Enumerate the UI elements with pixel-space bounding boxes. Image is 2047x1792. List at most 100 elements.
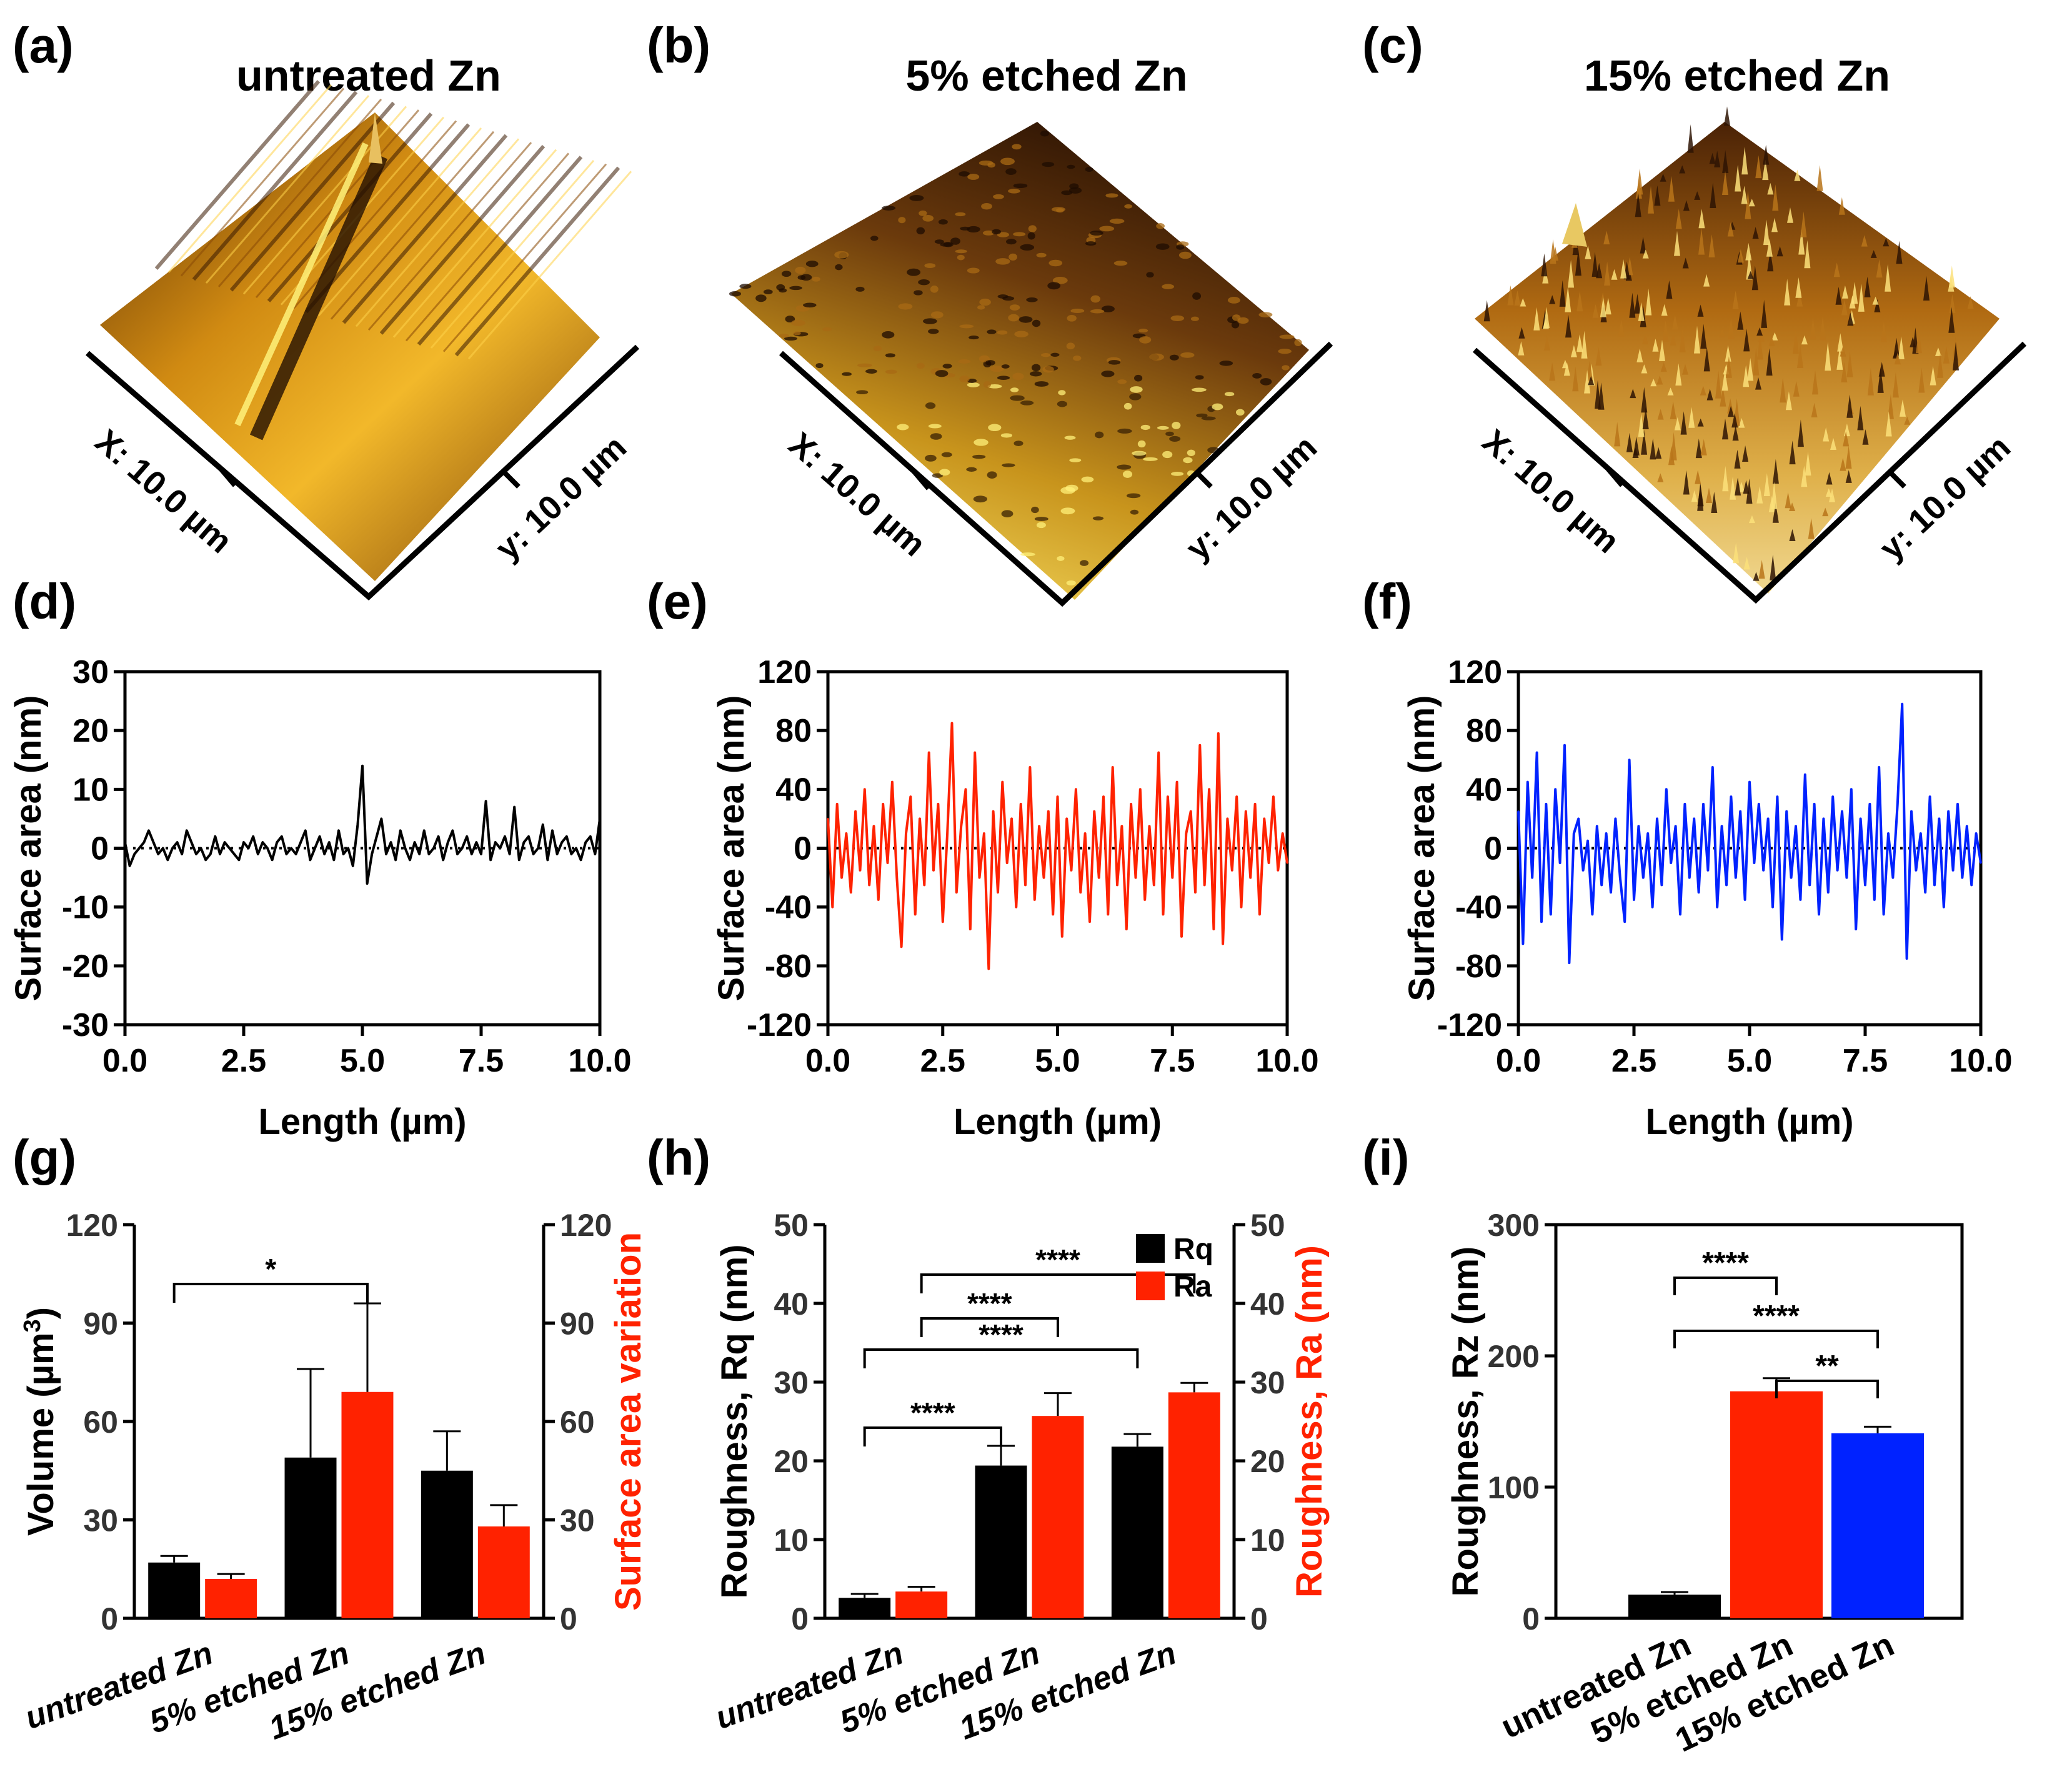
afm-ridge <box>205 95 370 284</box>
afm-spike <box>1659 339 1665 361</box>
afm-spike <box>1743 329 1750 352</box>
afm-spike <box>1870 250 1877 258</box>
afm-speckle <box>932 473 944 478</box>
data-point <box>887 862 889 864</box>
data-point <box>186 829 188 832</box>
afm-spike <box>1697 484 1704 507</box>
afm-speckle <box>1090 230 1103 236</box>
afm-spike <box>1591 252 1598 277</box>
afm-spike <box>1715 370 1722 399</box>
afm-speckle <box>1012 144 1022 150</box>
afm-title: untreated Zn <box>236 51 501 100</box>
significance-label: **** <box>1753 1300 1800 1333</box>
afm-spike <box>1722 171 1728 195</box>
afm-spike <box>1748 199 1755 207</box>
afm-spike <box>1714 151 1721 167</box>
legend-label: Rq <box>1173 1233 1213 1266</box>
afm-speckle <box>1020 552 1035 557</box>
data-point <box>224 841 226 844</box>
afm-speckle <box>1057 401 1067 407</box>
afm-axis-frame <box>86 344 640 601</box>
afm-spike <box>1885 411 1892 437</box>
afm-speckle <box>955 249 967 254</box>
data-point <box>195 853 197 855</box>
afm-speckle <box>898 217 906 224</box>
data-point <box>1038 825 1040 827</box>
afm-spike <box>1635 179 1642 199</box>
data-point <box>1088 920 1091 923</box>
afm-spike <box>1738 481 1745 492</box>
afm-speckle <box>1070 308 1085 314</box>
data-point <box>432 847 435 849</box>
data-point <box>1162 913 1164 915</box>
afm-spike <box>1732 426 1739 441</box>
afm-x-tick <box>912 470 931 490</box>
afm-speckle <box>919 210 927 216</box>
afm-spike <box>1861 235 1868 247</box>
data-point <box>257 853 259 855</box>
afm-ridge <box>267 112 433 302</box>
afm-speckle <box>857 363 872 367</box>
afm-spike <box>1640 237 1646 254</box>
afm-spike <box>1804 240 1811 269</box>
afm-speckle <box>1009 253 1017 261</box>
afm-speckle <box>967 382 980 387</box>
afm-speckle <box>1052 276 1068 284</box>
afm-speckle <box>997 294 1009 299</box>
afm-spike <box>1570 345 1577 357</box>
afm-speckle <box>1032 319 1041 327</box>
data-point <box>914 913 917 915</box>
bar <box>1730 1391 1823 1618</box>
afm-speckle <box>1183 457 1193 464</box>
afm-speckle <box>969 336 979 340</box>
afm-spike <box>1682 257 1689 269</box>
afm-ridge <box>317 127 482 316</box>
afm-spike <box>1747 358 1754 381</box>
data-point <box>1057 795 1058 798</box>
data-point <box>1212 928 1215 930</box>
data-point <box>1808 884 1811 886</box>
data-point <box>423 829 426 832</box>
data-point <box>527 835 530 838</box>
data-point <box>466 835 468 838</box>
afm-speckle <box>755 294 767 302</box>
y-tick-label-right: 60 <box>560 1405 595 1440</box>
afm-spike <box>1767 250 1774 272</box>
chart-profile-15pct: 0.0 2.5 5.0 7.5 10.0 -120 -80 -40 0 40 80 120 Length… <box>1402 654 2013 1142</box>
y-tick-label: 100 <box>1488 1470 1540 1505</box>
afm-speckle <box>1036 252 1047 258</box>
data-point <box>1559 862 1561 864</box>
afm-spike <box>1756 327 1763 336</box>
data-point <box>447 841 449 844</box>
afm-speckle <box>997 232 1010 237</box>
y-tick-label-right: 90 <box>560 1307 595 1342</box>
data-point <box>252 835 254 838</box>
afm-speckle <box>1227 297 1240 304</box>
data-point <box>1563 744 1566 747</box>
afm-spike <box>1793 329 1799 354</box>
afm-speckle <box>1219 361 1233 366</box>
afm-spike <box>1847 312 1854 326</box>
afm-spike <box>1826 472 1833 485</box>
data-point <box>342 853 345 855</box>
afm-speckle <box>909 195 924 201</box>
afm-spike <box>1841 362 1848 382</box>
afm-speckle <box>1162 284 1175 289</box>
data-point <box>461 847 464 849</box>
data-point <box>1776 795 1778 798</box>
data-point <box>1190 810 1192 813</box>
x-tick-label: 2.5 <box>221 1043 266 1079</box>
afm-speckle <box>1260 378 1272 386</box>
afm-spike <box>1904 416 1911 425</box>
afm-speckle <box>781 271 792 277</box>
afm-speckle <box>982 230 995 236</box>
afm-speckle <box>1013 232 1026 237</box>
afm-speckle <box>1123 402 1132 410</box>
data-point <box>1947 810 1950 813</box>
y-tick-label: 60 <box>83 1405 118 1440</box>
afm-speckle <box>939 469 950 476</box>
afm-speckle <box>1010 387 1019 392</box>
data-point <box>489 859 492 861</box>
afm-spike <box>1581 331 1588 359</box>
afm-spike <box>1679 328 1686 352</box>
